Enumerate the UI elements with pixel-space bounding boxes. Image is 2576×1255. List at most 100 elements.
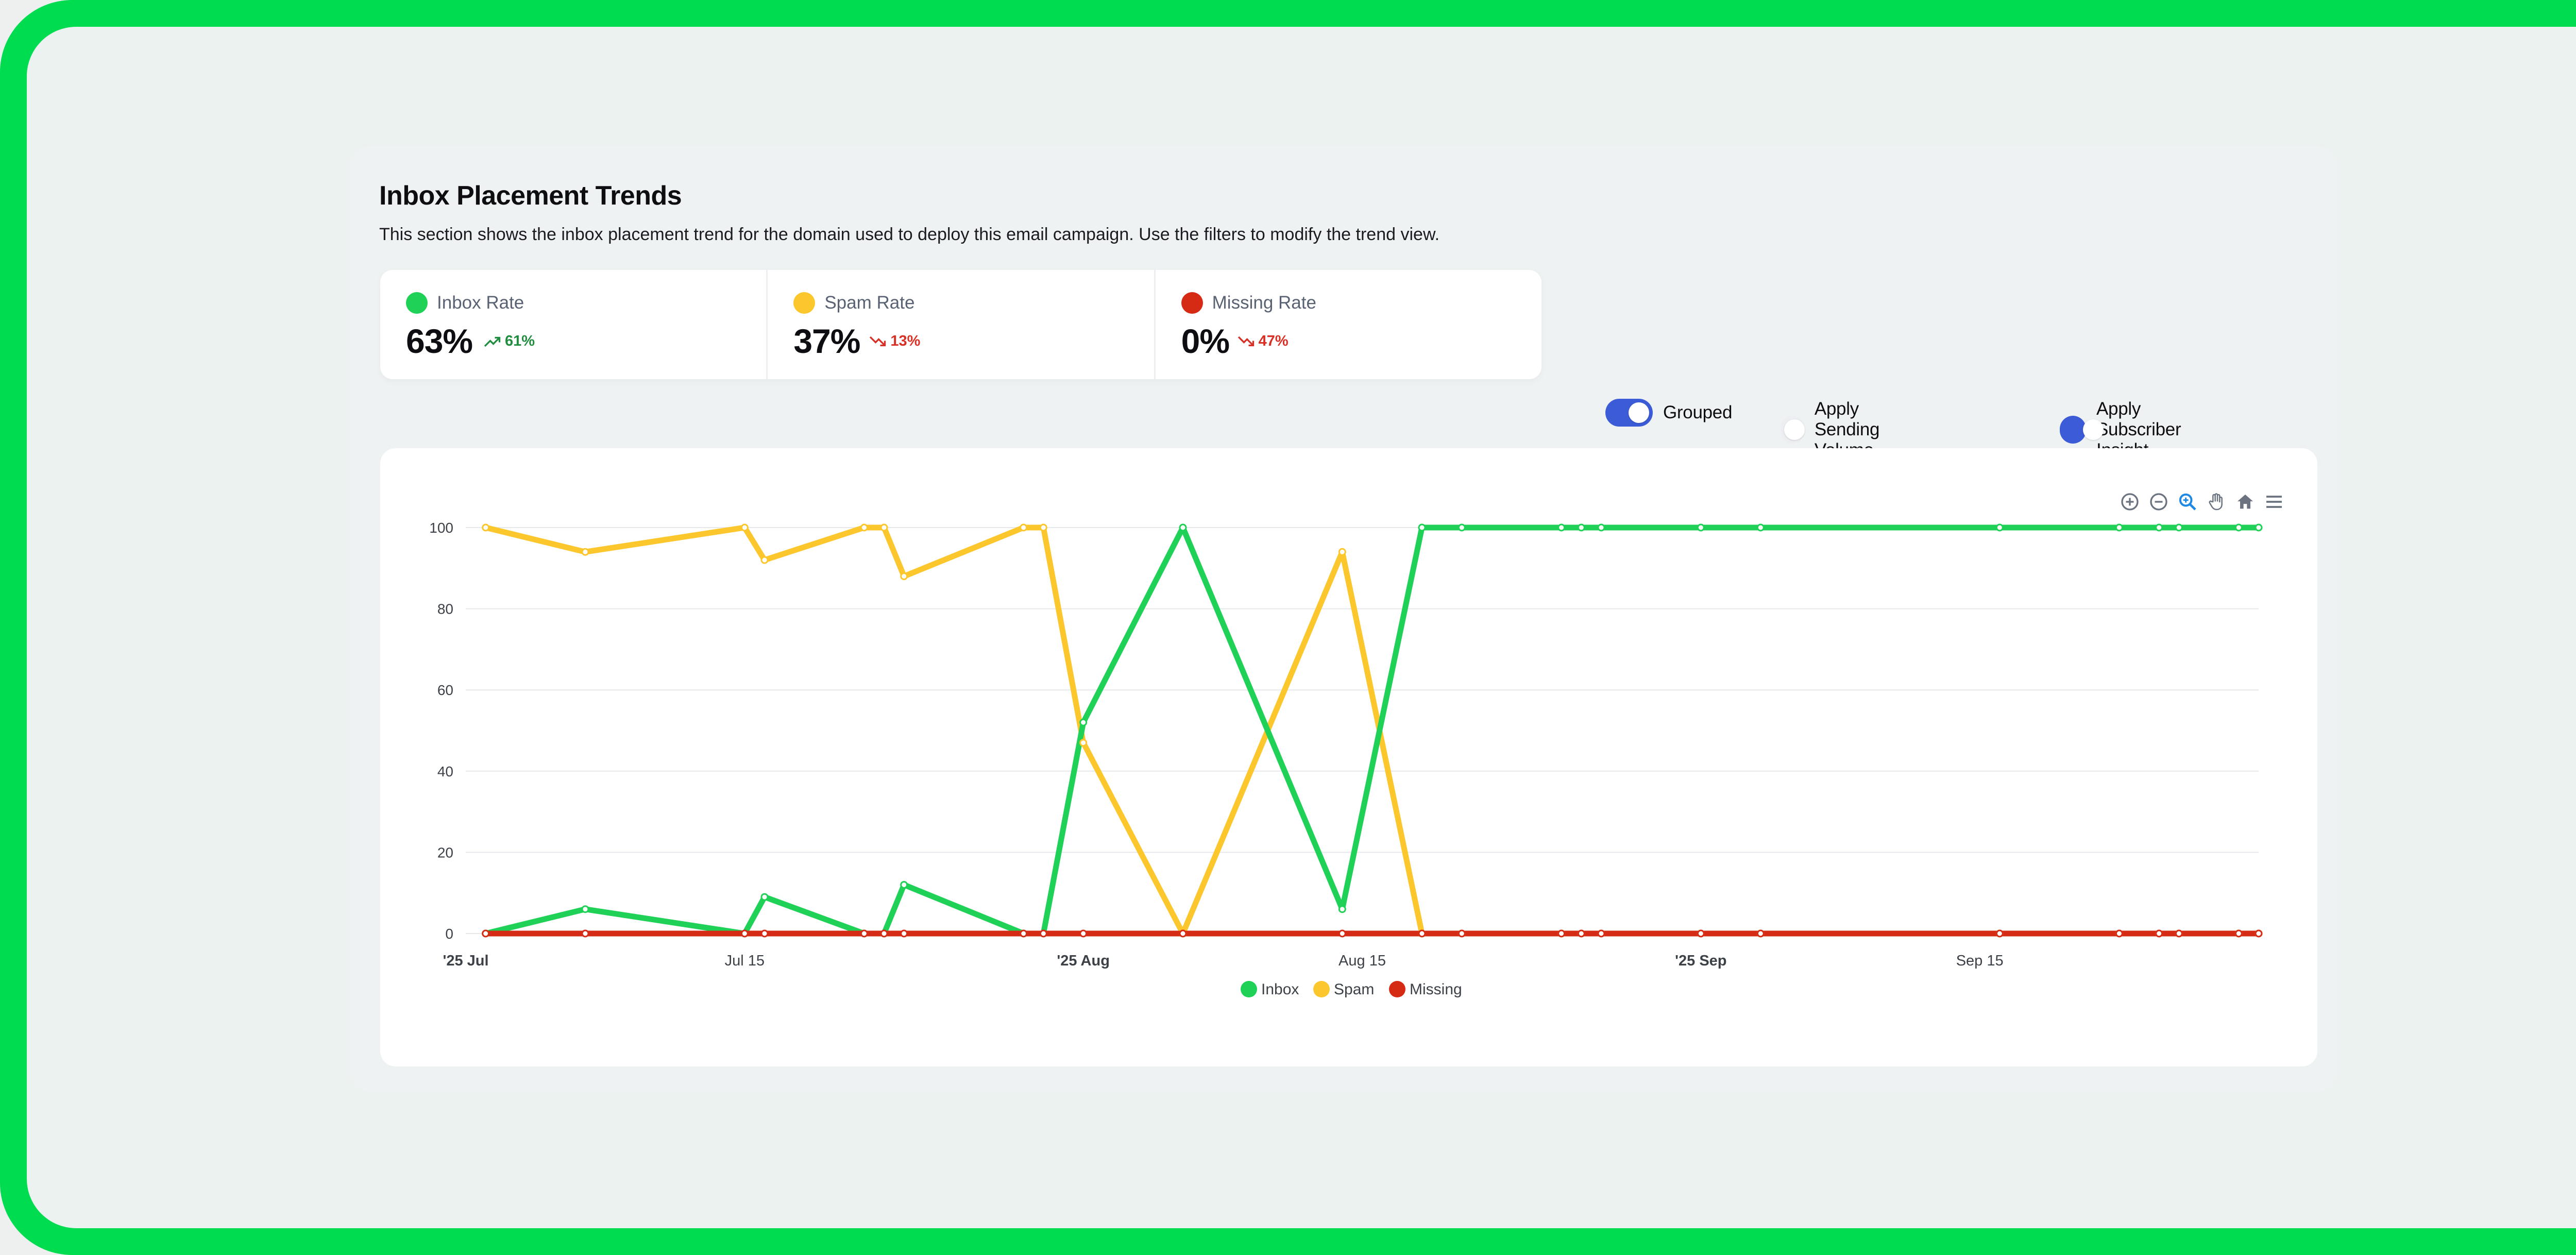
data-point-spam [1079, 739, 1088, 747]
stat-value: 63% [406, 322, 473, 360]
legend-marker-missing [1389, 981, 1405, 997]
x-tick-label: Jul 15 [725, 953, 765, 969]
data-point-inbox [2115, 523, 2123, 532]
data-point-inbox [1756, 523, 1765, 532]
spam-dot-icon [793, 292, 816, 314]
missing-dot-icon [1181, 292, 1203, 314]
data-point-missing [1418, 929, 1426, 938]
stat-label: Missing Rate [1212, 293, 1316, 313]
y-tick-label: 0 [445, 926, 453, 942]
legend-label-missing: Missing [1410, 981, 1462, 998]
data-point-inbox [1557, 523, 1566, 532]
data-point-inbox [1079, 718, 1088, 726]
data-point-missing [2155, 929, 2163, 938]
stat-change: 13% [869, 333, 920, 350]
data-point-missing [1597, 929, 1605, 938]
zoom-in-icon[interactable] [2117, 489, 2142, 514]
data-point-missing [2175, 929, 2183, 938]
legend-label-spam: Spam [1334, 981, 1374, 998]
switch-knob [1629, 402, 1649, 423]
stat-change-value: 47% [1258, 333, 1289, 349]
data-point-missing [880, 929, 888, 938]
grouped-label: Grouped [1663, 402, 1733, 422]
data-point-inbox [581, 905, 589, 913]
stat-change-value: 61% [505, 333, 535, 349]
stats-card: Inbox Rate 63% 61% Spam Rate 37% 13% Mis… [380, 270, 1541, 379]
x-tick-label: '25 Aug [1057, 953, 1110, 969]
inbox-dot-icon [406, 292, 428, 314]
home-reset-icon[interactable] [2233, 489, 2258, 514]
data-point-missing [2234, 929, 2243, 938]
data-point-inbox [2155, 523, 2163, 532]
stat-label: Inbox Rate [437, 293, 524, 313]
stat-label: Spam Rate [824, 293, 915, 313]
data-point-missing [860, 929, 868, 938]
data-point-spam [581, 548, 589, 556]
data-point-missing [1039, 929, 1047, 938]
data-point-spam [900, 572, 908, 581]
data-point-spam [740, 523, 749, 532]
series-line-inbox [483, 524, 2262, 937]
grouped-switch[interactable] [1605, 399, 1653, 427]
data-point-missing [1995, 929, 2004, 938]
data-point-spam [482, 523, 490, 532]
data-point-inbox [1995, 523, 2004, 532]
y-tick-label: 60 [437, 682, 453, 698]
data-point-missing [740, 929, 749, 938]
stat-inbox-rate: Inbox Rate 63% 61% [380, 270, 768, 379]
pan-hand-icon[interactable] [2204, 489, 2229, 514]
data-point-missing [1020, 929, 1028, 938]
menu-icon[interactable] [2262, 489, 2286, 514]
x-tick-label: '25 Sep [1675, 953, 1726, 969]
zoom-select-icon[interactable] [2175, 489, 2200, 514]
page-subtitle: This section shows the inbox placement t… [379, 225, 1440, 244]
page-title: Inbox Placement Trends [379, 181, 682, 211]
zoom-out-icon[interactable] [2146, 489, 2171, 514]
grouped-toggle[interactable]: Grouped [1605, 399, 1732, 427]
stat-change: 47% [1237, 333, 1289, 350]
y-tick-label: 20 [437, 844, 453, 860]
y-tick-label: 100 [429, 520, 453, 536]
legend-marker-inbox [1241, 981, 1257, 997]
data-point-inbox [2175, 523, 2183, 532]
stat-missing-rate: Missing Rate 0% 47% [1156, 270, 1541, 379]
data-point-inbox [900, 880, 908, 889]
data-point-spam [1338, 548, 1346, 556]
data-point-missing [760, 929, 769, 938]
data-point-inbox [1179, 523, 1187, 532]
data-point-inbox [1577, 523, 1585, 532]
data-point-missing [1338, 929, 1346, 938]
sending-volume-switch[interactable] [1781, 416, 1805, 444]
data-point-spam [1020, 523, 1028, 532]
data-point-missing [1179, 929, 1187, 938]
subscriber-insight-switch[interactable] [2060, 416, 2104, 444]
switch-knob [1784, 419, 1805, 440]
stat-spam-rate: Spam Rate 37% 13% [768, 270, 1156, 379]
data-point-inbox [760, 893, 769, 901]
data-point-missing [1557, 929, 1566, 938]
chart-card [380, 448, 2317, 1066]
trend-down-icon [870, 336, 886, 346]
x-tick-label: Sep 15 [1956, 953, 2004, 969]
legend-label-inbox: Inbox [1261, 981, 1299, 998]
data-point-spam [860, 523, 868, 532]
data-point-missing [1756, 929, 1765, 938]
trend-down-icon [1238, 336, 1254, 346]
data-point-missing [900, 929, 908, 938]
legend-marker-spam [1313, 981, 1330, 997]
y-tick-label: 80 [437, 601, 453, 617]
data-point-inbox [1697, 523, 1705, 532]
x-tick-label: Aug 15 [1338, 953, 1386, 969]
data-point-inbox [1338, 905, 1346, 913]
data-point-inbox [1597, 523, 1605, 532]
chart-toolbar [2117, 489, 2286, 514]
data-point-missing [1079, 929, 1088, 938]
data-point-missing [482, 929, 490, 938]
data-point-missing [1458, 929, 1466, 938]
data-point-inbox [2234, 523, 2243, 532]
switch-knob [2083, 419, 2104, 440]
stat-change: 61% [483, 333, 535, 350]
stat-change-value: 13% [890, 333, 921, 349]
data-point-missing [1577, 929, 1585, 938]
series-line-spam [483, 524, 2262, 937]
